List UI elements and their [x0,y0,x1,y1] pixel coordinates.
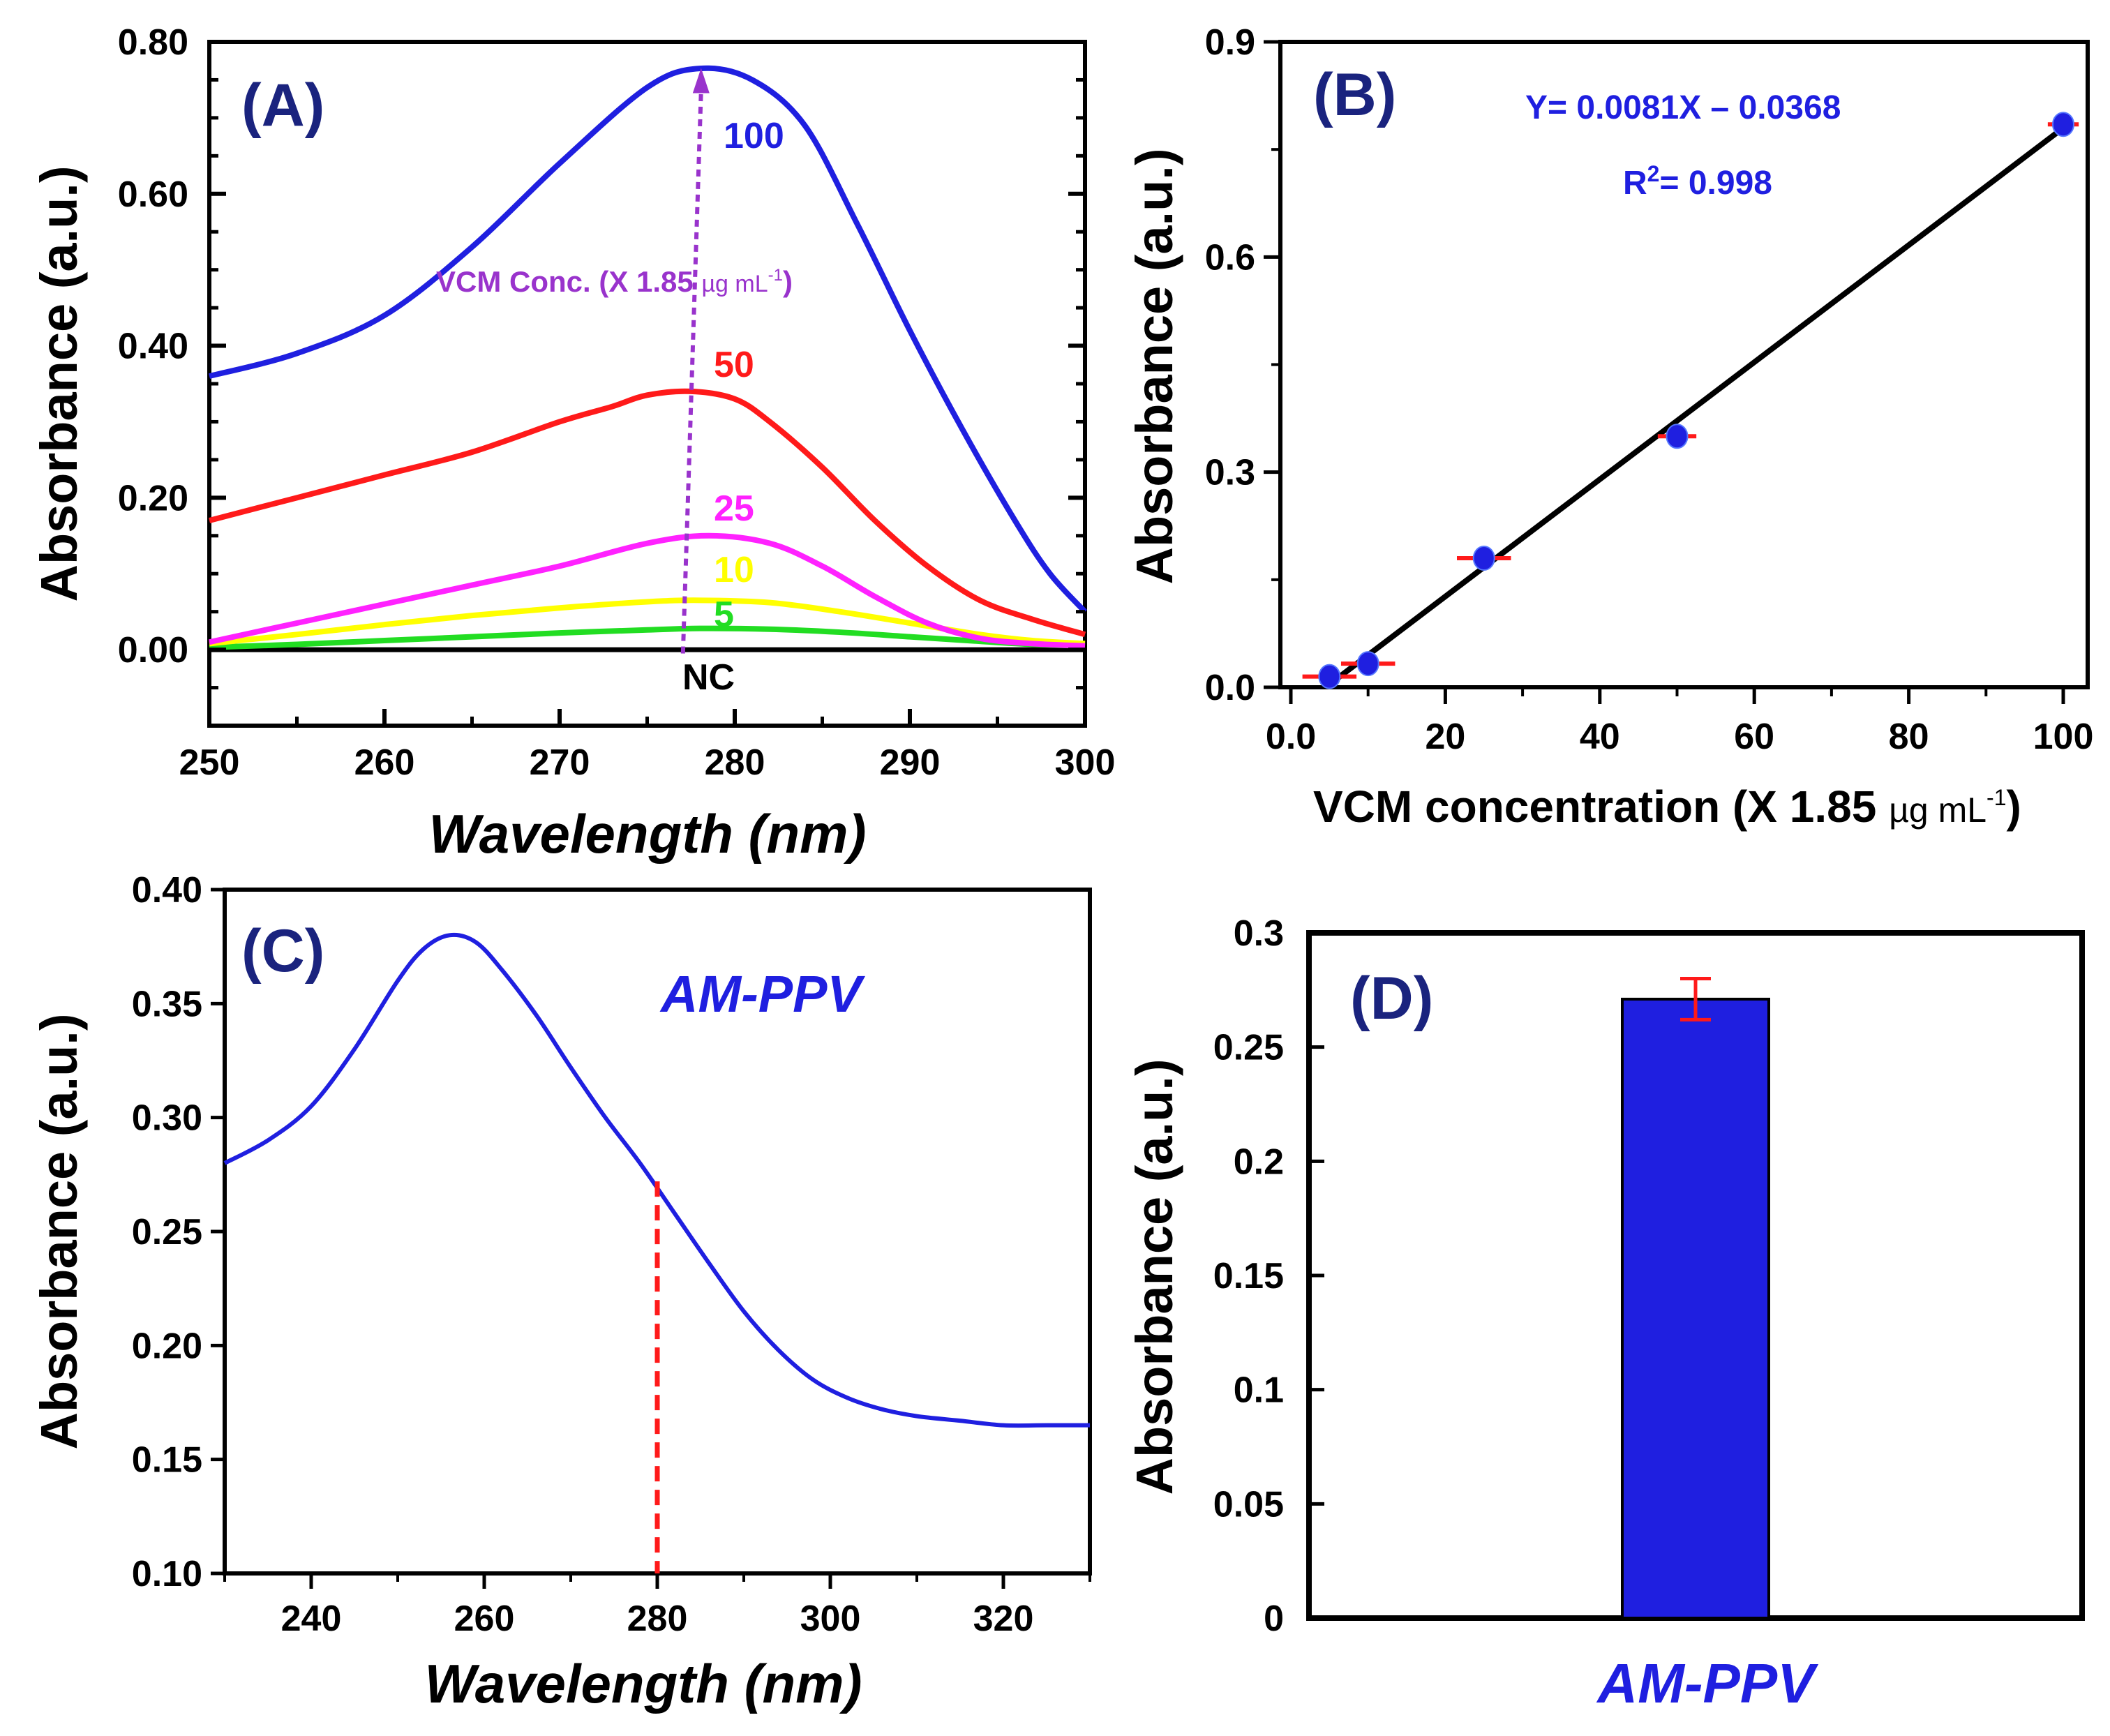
fit-line [1324,126,2065,690]
x-tick-label: 290 [880,742,941,783]
series-line-am-ppv [223,932,1090,1428]
x-tick-label: 300 [800,1599,861,1639]
x-tick-label: 60 [1734,717,1774,757]
series-line-25 [209,532,1086,649]
panel-a-xlabel: Wavelength (nm) [429,803,867,865]
x-tick-label: 20 [1425,717,1465,757]
panel-c: 240 260 280 300 320 0.10 0.15 0.20 0.25 0.30 0.35 0… [30,870,1092,1714]
panel-d-xlabel: AM-PPV [1596,1652,1818,1714]
y-tick-label: 0.1 [1234,1370,1284,1411]
curve-label-5: 5 [714,594,734,635]
curve-label-25: 25 [714,488,754,529]
panel-a-frame [207,40,1087,728]
x-tick-label: 260 [454,1599,515,1639]
panel-b-points [1302,112,2079,689]
y-tick-label: 0.00 [118,630,188,671]
panel-d: 0 0.05 0.1 0.15 0.2 0.25 0.3 (D) Absorbance (a… [1125,913,2085,1714]
panel-a-label: (A) [241,72,324,139]
y-tick-label: 0.10 [132,1554,202,1594]
y-tick-label: 0.15 [1213,1256,1284,1296]
series-line-50 [208,388,1086,638]
y-tick-label: 0.0 [1205,668,1255,708]
y-tick-label: 0.80 [118,22,188,63]
bar-am-ppv [1621,997,1770,1619]
x-tick-label: 320 [973,1599,1034,1639]
panel-c-xlabel: Wavelength (nm) [425,1653,862,1714]
y-tick-label: 0.05 [1213,1484,1284,1525]
y-tick-label: 0.25 [132,1212,202,1252]
data-point [1356,651,1379,677]
y-tick-label: 0.25 [1213,1028,1284,1068]
x-tick-label: 240 [281,1599,342,1639]
panel-a-ticks: 250 260 270 280 290 300 0.00 0.20 0.40 0.60 0.80 [118,22,1116,783]
panel-b-ticks: 0.0 20 40 60 80 100 0.0 0.3 0.6 0.9 [1205,22,2094,757]
panel-d-label: (D) [1350,965,1433,1032]
data-point [1666,424,1689,449]
data-point [2052,112,2074,137]
y-tick-label: 0.6 [1205,237,1255,278]
panel-b-xlabel: VCM concentration (X 1.85 µg mL-1) [1313,781,2021,832]
panel-d-ylabel: Absorbance (a.u.) [1125,1059,1183,1495]
panel-b-ylabel: Absorbance (a.u.) [1125,149,1183,585]
fit-equation: Y= 0.0081X – 0.0368 [1525,89,1841,126]
y-tick-label: 0.2 [1234,1142,1284,1182]
y-tick-label: 0.3 [1234,913,1284,954]
x-tick-label: 40 [1580,717,1620,757]
y-tick-label: 0 [1264,1599,1284,1639]
panel-c-ylabel: Absorbance (a.u.) [30,1014,88,1450]
series-line-100 [208,65,1087,614]
concentration-arrow-label: VCM Conc. (X 1.85 µg mL-1) [436,265,793,298]
panel-c-series-label: AM-PPV [659,965,865,1023]
y-tick-label: 0.30 [132,1098,202,1139]
panel-c-ticks: 240 260 280 300 320 0.10 0.15 0.20 0.25 0.30 0.35 0… [132,870,1091,1639]
y-tick-label: 0.40 [118,327,188,367]
panel-c-series [223,932,1090,1428]
x-tick-label: 0.0 [1266,717,1316,757]
panel-d-ticks: 0 0.05 0.1 0.15 0.2 0.25 0.3 [1213,913,1324,1639]
x-tick-label: 250 [179,742,240,783]
y-tick-label: 0.20 [132,1326,202,1366]
panel-a-ylabel: Absorbance (a.u.) [30,166,88,602]
y-tick-label: 0.3 [1205,453,1255,493]
x-tick-label: 80 [1889,717,1929,757]
curve-label-100: 100 [724,116,784,156]
x-tick-label: 280 [627,1599,688,1639]
y-tick-label: 0.9 [1205,22,1255,63]
data-point [1472,546,1495,571]
y-tick-label: 0.15 [132,1440,202,1481]
panel-b-label: (B) [1313,61,1396,128]
concentration-arrow [680,90,703,654]
r-squared: R2= 0.998 [1623,161,1772,202]
data-point [1318,664,1341,689]
panel-a: 250 260 270 280 290 300 0.00 0.20 0.40 0.60 0.80 (… [30,22,1115,865]
concentration-arrowhead [692,68,710,93]
x-tick-label: 260 [354,742,415,783]
curve-label-nc: NC [682,657,735,698]
y-tick-label: 0.40 [132,870,202,911]
y-tick-label: 0.20 [118,478,188,518]
panel-b: 0.0 20 40 60 80 100 0.0 0.3 0.6 0.9 (B) Y= 0.0081… [1125,22,2093,832]
curve-label-50: 50 [714,345,754,385]
x-tick-label: 280 [705,742,765,783]
x-tick-label: 100 [2033,717,2094,757]
y-tick-label: 0.35 [132,984,202,1024]
series-line-5 [209,625,1086,650]
panel-b-frame [1278,40,2090,689]
x-tick-label: 270 [530,742,590,783]
y-tick-label: 0.60 [118,174,188,215]
panel-c-label: (C) [241,918,324,985]
x-tick-label: 300 [1055,742,1116,783]
curve-label-10: 10 [714,550,754,590]
panel-d-bars [1621,976,1770,1619]
